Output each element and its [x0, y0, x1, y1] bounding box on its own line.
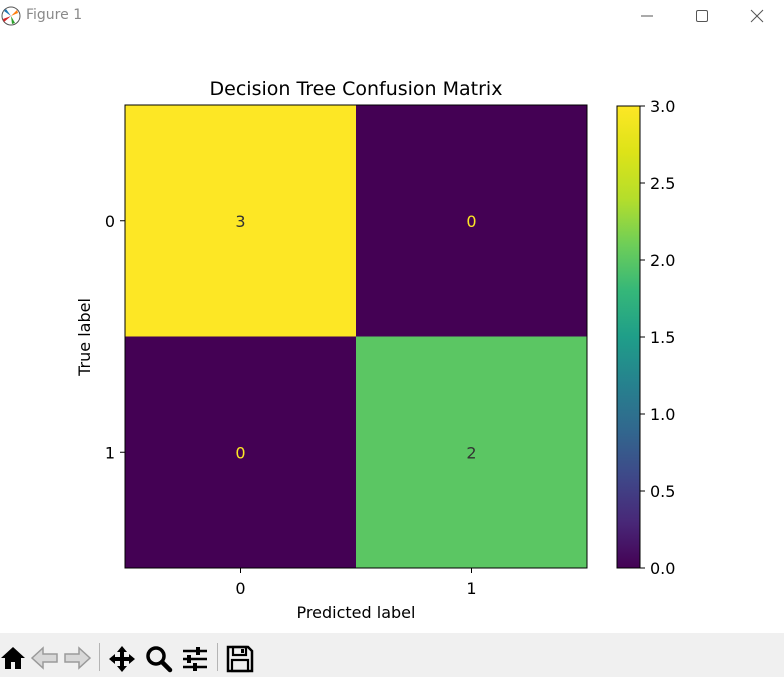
cell-value-label: 2 — [466, 443, 476, 462]
figure-canvas[interactable]: Decision Tree Confusion Matrix 3 0 0 2 0 1 0 1… — [0, 33, 784, 633]
minimize-button[interactable] — [621, 0, 673, 33]
zoom-icon — [146, 646, 173, 673]
cell-value-label: 0 — [466, 212, 476, 231]
matplotlib-logo-icon — [0, 5, 22, 27]
colorbar-tick-label: 0.0 — [650, 559, 675, 578]
cell-value-label: 0 — [235, 443, 245, 462]
cell-value-label: 3 — [235, 212, 245, 231]
minimize-icon — [641, 15, 653, 17]
window-title-bar: Figure 1 — [0, 0, 784, 33]
back-icon — [30, 646, 58, 670]
matrix-cell — [356, 336, 587, 568]
y-tick-label: 0 — [105, 212, 115, 231]
window-title: Figure 1 — [26, 7, 83, 23]
chart-title: Decision Tree Confusion Matrix — [210, 78, 503, 100]
colorbar-tick-label: 2.0 — [650, 251, 675, 270]
maximize-icon — [696, 10, 708, 22]
toolbar-separator — [217, 643, 218, 671]
maximize-button[interactable] — [676, 0, 728, 33]
matrix-cell — [125, 105, 356, 337]
save-icon — [226, 645, 254, 673]
pan-button[interactable] — [108, 643, 138, 673]
y-tick-label: 1 — [105, 443, 115, 462]
configure-subplots-button[interactable] — [181, 643, 211, 673]
confusion-matrix-chart: Decision Tree Confusion Matrix 3 0 0 2 0 1 0 1… — [75, 78, 675, 622]
home-icon — [1, 647, 25, 669]
x-tick-label: 0 — [235, 579, 245, 598]
colorbar-tick-label: 3.0 — [650, 97, 675, 116]
colorbar-tick-label: 2.5 — [650, 174, 675, 193]
forward-icon — [64, 646, 92, 670]
x-axis-label: Predicted label — [297, 603, 416, 622]
y-axis-label: True label — [75, 298, 94, 377]
save-button[interactable] — [226, 643, 256, 673]
pan-icon — [109, 646, 135, 672]
colorbar — [616, 105, 641, 569]
x-tick-label: 1 — [466, 579, 476, 598]
configure-subplots-icon — [183, 647, 207, 671]
zoom-button[interactable] — [145, 643, 175, 673]
colorbar-tick-label: 1.5 — [650, 328, 675, 347]
matrix-cell — [125, 336, 356, 568]
forward-button[interactable] — [62, 643, 92, 673]
matrix-cell — [356, 105, 587, 337]
colorbar-tick-label: 1.0 — [650, 405, 675, 424]
colorbar-tick-label: 0.5 — [650, 482, 675, 501]
home-button[interactable] — [0, 643, 30, 673]
close-button[interactable] — [731, 0, 783, 33]
back-button[interactable] — [30, 643, 60, 673]
navigation-toolbar — [0, 633, 784, 677]
close-icon — [750, 9, 764, 23]
toolbar-separator — [99, 643, 100, 671]
plot-frame — [124, 104, 588, 569]
